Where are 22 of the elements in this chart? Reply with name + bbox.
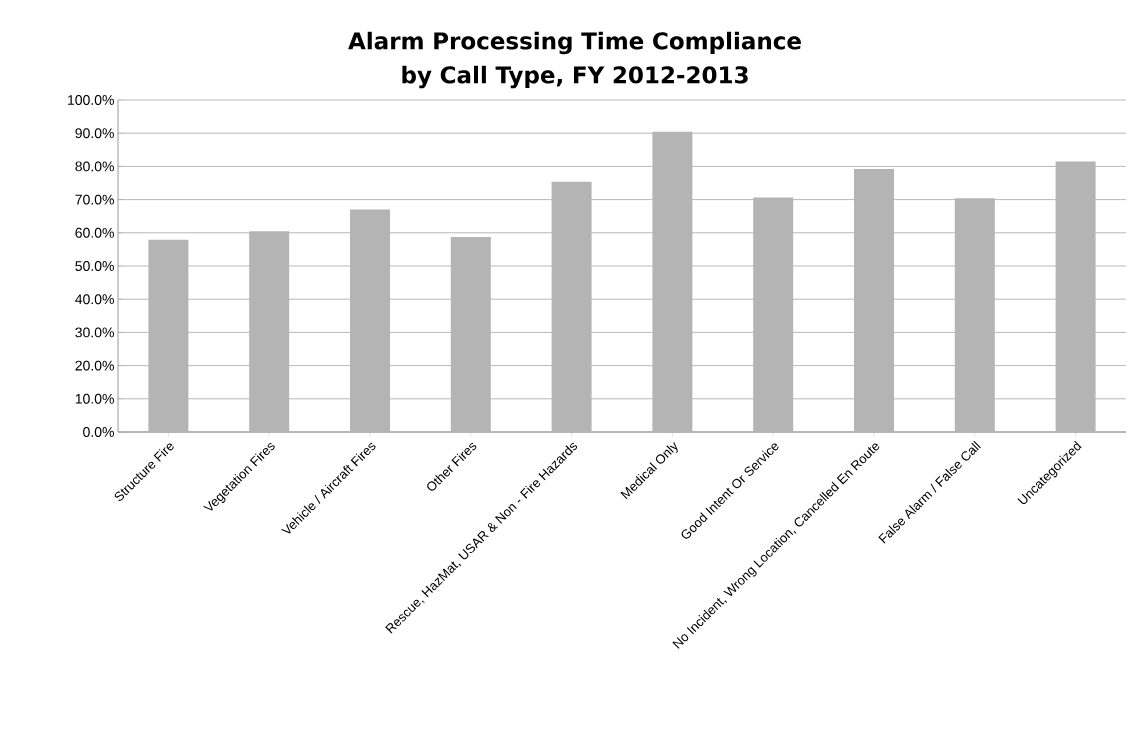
bar <box>551 181 592 432</box>
y-tick-label: 90.0% <box>75 128 114 139</box>
y-tick-label: 50.0% <box>75 261 114 271</box>
bar <box>753 197 794 432</box>
chart-title: Alarm Processing Time Compliance by Call Type, FY 2012-2013 <box>348 31 801 89</box>
bar <box>249 231 290 432</box>
y-tick-label: 80.0% <box>75 161 114 172</box>
y-tick-label: 0.0% <box>83 427 114 437</box>
y-tick-label: 60.0% <box>75 227 114 238</box>
y-tick-label: 100.0% <box>68 95 114 105</box>
bar <box>652 131 693 432</box>
y-tick-label: 30.0% <box>75 327 114 338</box>
y-tick-label: 40.0% <box>75 294 114 305</box>
y-tick-label: 10.0% <box>75 393 114 404</box>
bar <box>450 237 491 432</box>
y-tick-label: 20.0% <box>75 360 114 371</box>
bar <box>854 169 894 432</box>
bar <box>954 198 995 432</box>
bar <box>148 239 189 432</box>
bar <box>350 209 390 432</box>
bar <box>1055 161 1096 432</box>
y-tick-label: 70.0% <box>75 194 114 205</box>
